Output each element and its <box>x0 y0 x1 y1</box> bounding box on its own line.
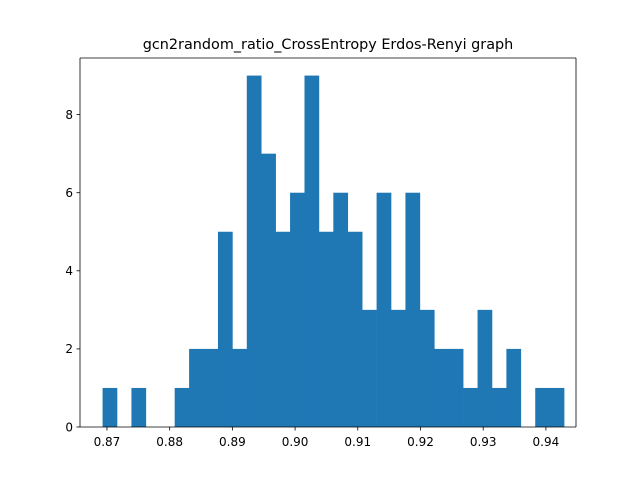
histogram-bar <box>419 309 435 427</box>
histogram-bar <box>203 348 219 427</box>
histogram-bar <box>189 348 204 427</box>
x-tick-label: 0.87 <box>94 435 121 449</box>
x-tick-label: 0.94 <box>533 435 560 449</box>
bars-group <box>102 75 565 428</box>
histogram-bar <box>376 192 392 427</box>
y-tick-label: 4 <box>65 264 73 278</box>
y-tick-label: 6 <box>65 186 73 200</box>
histogram-bar <box>535 387 550 427</box>
histogram-bar <box>275 231 291 427</box>
x-tick-label: 0.89 <box>219 435 246 449</box>
chart-title: gcn2random_ratio_CrossEntropy Erdos-Reny… <box>143 37 514 53</box>
histogram-bar <box>131 387 147 427</box>
x-tick-label: 0.88 <box>156 435 183 449</box>
histogram-bar <box>217 231 233 427</box>
y-tick-label: 8 <box>65 108 73 122</box>
histogram-bar <box>362 309 377 427</box>
histogram-bar <box>318 231 334 427</box>
histogram-bar <box>391 309 406 427</box>
histogram-bar <box>304 75 320 428</box>
y-axis-ticks: 0 2 4 6 8 <box>65 108 80 434</box>
histogram-bar <box>333 192 349 427</box>
histogram-bar <box>405 192 421 427</box>
x-tick-label: 0.90 <box>282 435 309 449</box>
histogram-bar <box>434 348 450 427</box>
histogram-bar <box>174 387 190 427</box>
histogram-bar <box>448 348 464 427</box>
histogram-bar <box>246 75 262 428</box>
histogram-bar <box>549 387 565 427</box>
histogram-bar <box>232 348 248 427</box>
histogram-bar <box>261 153 276 427</box>
histogram-bar <box>506 348 522 427</box>
y-tick-label: 0 <box>65 420 73 434</box>
x-tick-label: 0.93 <box>470 435 497 449</box>
histogram-bar <box>290 192 305 427</box>
histogram-bar <box>102 387 118 427</box>
y-tick-label: 2 <box>65 342 73 356</box>
x-tick-label: 0.92 <box>407 435 434 449</box>
histogram-bar <box>477 309 493 427</box>
histogram-bar <box>463 387 478 427</box>
x-axis-ticks: 0.87 0.88 0.89 0.90 0.91 0.92 0.93 0.94 <box>94 427 560 449</box>
axes-frame <box>79 57 577 428</box>
histogram-bar <box>491 387 507 427</box>
histogram-bar <box>347 231 363 427</box>
x-tick-label: 0.91 <box>344 435 371 449</box>
